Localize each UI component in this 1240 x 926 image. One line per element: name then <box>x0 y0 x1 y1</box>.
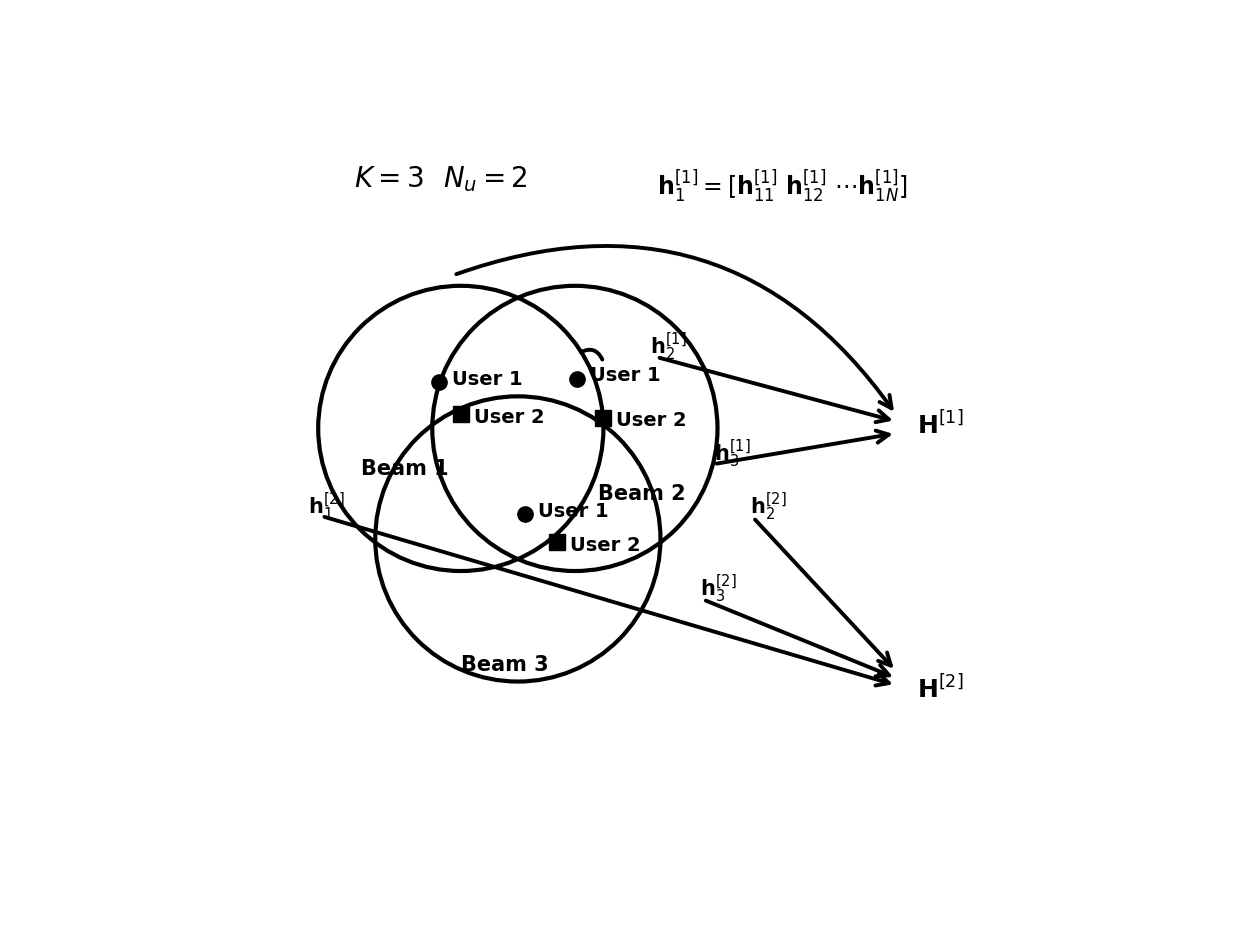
Text: $\mathbf{H}^{[2]}$: $\mathbf{H}^{[2]}$ <box>918 674 963 703</box>
Text: $\mathbf{h}_3^{[1]}$: $\mathbf{h}_3^{[1]}$ <box>714 437 750 469</box>
Text: $\mathbf{h}_2^{[1]}$: $\mathbf{h}_2^{[1]}$ <box>650 330 687 363</box>
Text: Beam 1: Beam 1 <box>361 458 449 479</box>
Text: $\mathbf{h}_2^{[2]}$: $\mathbf{h}_2^{[2]}$ <box>750 491 786 523</box>
Text: $\mathbf{h}_1^{[1]}=[\mathbf{h}_{11}^{[1]}\ \mathbf{h}_{12}^{[1]}\ \cdots\mathbf: $\mathbf{h}_1^{[1]}=[\mathbf{h}_{11}^{[1… <box>657 168 908 205</box>
Text: User 2: User 2 <box>616 411 687 430</box>
Text: User 1: User 1 <box>453 369 523 389</box>
Text: Beam 2: Beam 2 <box>599 483 686 504</box>
Text: User 1: User 1 <box>590 366 661 385</box>
Text: User 2: User 2 <box>570 536 641 555</box>
Text: $\mathbf{H}^{[1]}$: $\mathbf{H}^{[1]}$ <box>918 410 963 439</box>
Text: Beam 3: Beam 3 <box>461 655 548 675</box>
Text: $\mathbf{h}_3^{[2]}$: $\mathbf{h}_3^{[2]}$ <box>699 572 737 606</box>
Text: User 2: User 2 <box>474 407 544 427</box>
Text: $\mathbf{h}_1^{[2]}$: $\mathbf{h}_1^{[2]}$ <box>308 491 343 523</box>
Text: $\mathit{K}=3$: $\mathit{K}=3$ <box>353 165 424 193</box>
Text: $\mathit{N}_{u}=2$: $\mathit{N}_{u}=2$ <box>443 164 528 194</box>
Text: User 1: User 1 <box>538 502 609 520</box>
